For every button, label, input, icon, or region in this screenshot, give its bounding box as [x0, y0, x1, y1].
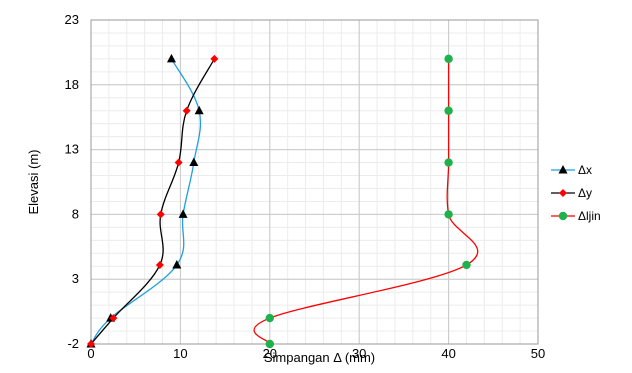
- data-point-series-1: [156, 210, 165, 219]
- y-axis-title: Elevasi (m): [26, 149, 41, 214]
- y-tick-label: 3: [72, 271, 79, 286]
- plot-frame: [90, 19, 539, 345]
- data-point-series-0: [194, 105, 204, 115]
- legend-label-2: Δljin: [578, 209, 601, 223]
- x-tick-label: 50: [531, 346, 545, 361]
- y-tick-label: -2: [67, 336, 79, 351]
- legend-marker-1: [559, 189, 567, 197]
- x-axis-title: Simpangan Δ (mm): [264, 350, 375, 365]
- x-tick-label: 30: [352, 346, 366, 361]
- legend-label-1: Δy: [578, 186, 592, 200]
- x-tick-label: 20: [263, 346, 277, 361]
- minor-grid: [90, 19, 539, 345]
- legend-label-0: Δx: [578, 163, 592, 177]
- data-point-series-0: [189, 157, 199, 167]
- x-tick-label: 40: [441, 346, 455, 361]
- data-point-series-2: [444, 158, 453, 167]
- x-tick-label: 0: [87, 346, 94, 361]
- data-point-series-0: [172, 259, 182, 269]
- y-tick-labels: -2 3 8 13 18 23: [65, 12, 79, 351]
- major-grid: [90, 19, 539, 345]
- y-tick-label: 23: [65, 12, 79, 27]
- data-point-series-2: [265, 313, 274, 323]
- data-point-series-1: [109, 314, 118, 323]
- legend-marker-0: [558, 165, 568, 174]
- data-point-series-2: [462, 260, 471, 270]
- data-point-series-1: [87, 340, 95, 348]
- data-point-series-1: [182, 106, 191, 115]
- data-point-series-1: [174, 158, 183, 167]
- x-tick-label: 10: [173, 346, 187, 361]
- legend-marker-2: [558, 211, 568, 221]
- data-point-series-0: [178, 209, 188, 218]
- data-point-series-1: [155, 260, 164, 269]
- y-tick-label: 13: [65, 142, 79, 157]
- data-point-series-2: [265, 339, 274, 349]
- series-markers: [86, 53, 471, 349]
- data-point-series-2: [444, 54, 453, 64]
- legend: Δx Δy Δljin: [551, 163, 601, 223]
- data-point-series-2: [444, 106, 453, 115]
- x-tick-labels: 0 10 20 30 40 50: [87, 346, 545, 361]
- y-tick-label: 18: [65, 77, 79, 92]
- data-point-series-0: [166, 53, 176, 63]
- y-tick-label: 8: [72, 206, 79, 221]
- data-point-series-1: [210, 54, 219, 63]
- data-point-series-2: [444, 210, 453, 219]
